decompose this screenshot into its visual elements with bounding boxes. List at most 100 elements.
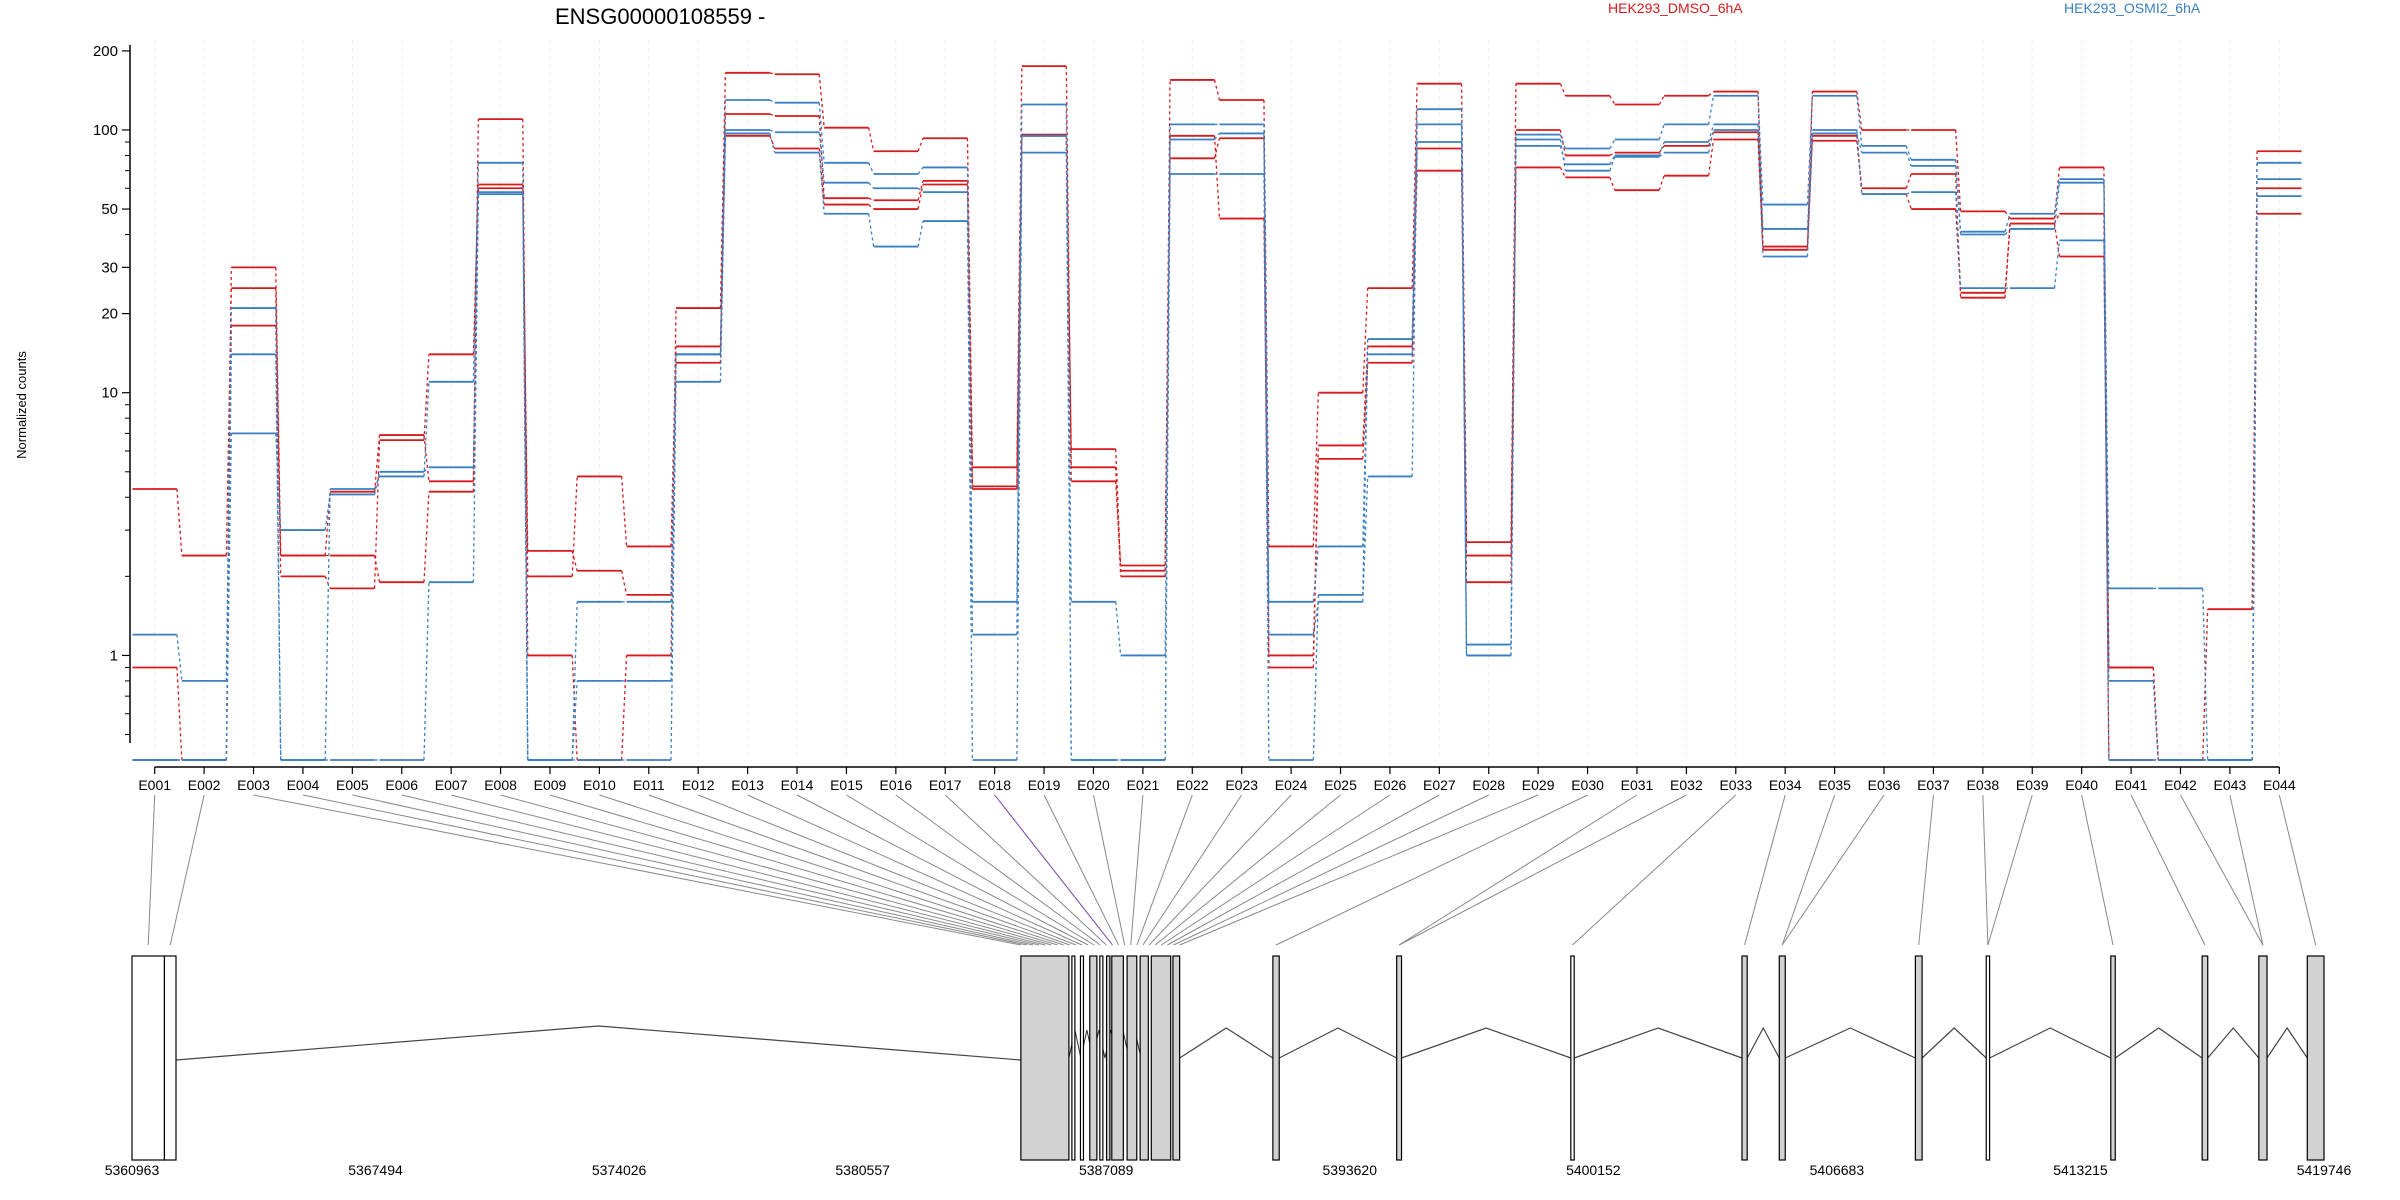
y-tick-label: 50 [101,201,118,218]
exon-connector [1161,794,1391,946]
series-transition [176,634,183,681]
series-transition [1115,601,1122,656]
series-transition [769,113,776,117]
series-transition [1905,152,1912,167]
series-transition [423,582,430,761]
series-transition [1411,83,1418,289]
exon-connector [698,794,1077,946]
exon-tick-label: E034 [1769,777,1802,793]
intron-line [1989,1027,2112,1059]
series-transition [2152,680,2159,761]
series-transition [1905,145,1912,161]
genomic-coordinate-axis: 5360963 5367494 5374026 5380557 5387089 53936… [105,1162,2352,1178]
exon-box [1985,955,1991,1161]
series-transition [1707,95,1715,125]
series-transition [868,182,875,189]
exon-tick-label: E015 [830,777,863,793]
exon-connector [1092,794,1126,946]
series-transition [1559,139,1566,171]
series-transition [522,192,529,761]
series-transition [1609,156,1616,171]
series-transition [423,466,430,473]
series-transition [225,308,232,681]
vertical-gridlines [154,40,2280,760]
series-transition [2103,240,2110,761]
exon-tick-label: E022 [1176,777,1209,793]
series-transition [868,204,875,210]
series-transition [176,488,183,556]
series-transition [818,102,825,163]
exon-connector [994,794,1113,946]
exon-tick-label: E013 [731,777,764,793]
series-transition [1312,546,1319,602]
exon-tick-label: E026 [1374,777,1407,793]
series-transition [868,127,875,152]
series-transition [868,162,875,175]
exon-box [163,955,177,1161]
exon-connector [648,794,1070,946]
series-transition [571,655,578,761]
series-transition [1757,91,1764,250]
exon-connector [1136,794,1193,946]
exon-box [2201,955,2209,1161]
exon-tick-label: E019 [1028,777,1061,793]
series-transition [1362,339,1369,547]
series-transition [966,192,974,602]
series-transition [818,74,825,128]
y-tick-label: 200 [93,43,118,60]
series-transition [818,115,825,199]
series-transition [917,167,924,175]
intron-line [1401,1027,1572,1059]
exon-tick-label: E038 [1966,777,1999,793]
exon-box [1105,955,1111,1161]
exon-connector [451,794,1046,946]
series-transition [1214,133,1220,140]
series-transition [1658,175,1665,191]
y-tick-label: 30 [101,259,118,276]
exon-connector [1398,794,1687,946]
series-transition [917,220,924,247]
exon-connector [1987,794,2033,946]
exon-tick-label: E036 [1868,777,1901,793]
series-transition [1411,141,1418,355]
series-transition [423,354,430,441]
series-transition [2004,223,2011,298]
series-transition [275,433,282,531]
exon-box [1071,955,1076,1161]
series-transition [1213,79,1221,101]
series-transition [324,576,331,589]
series-transition [1806,91,1814,250]
series-transition [1658,95,1665,105]
series-transition [1164,173,1171,761]
exon-tick-label: E037 [1917,777,1950,793]
series-transition [1411,124,1418,477]
exon-tick-label: E044 [2263,777,2296,793]
coordinate-tick-label: 5406683 [1810,1162,1865,1178]
series-transition [1856,95,1863,146]
series-transition [1658,141,1665,156]
chart-title: ENSG00000108559 - [555,4,765,29]
exon-connector [2278,794,2317,946]
series-transition [2202,609,2209,761]
exon-box [1150,955,1172,1161]
series-transition [1658,124,1665,140]
series-transition [1362,346,1369,446]
intron-line [1573,1027,1743,1059]
exon-box [131,955,166,1161]
series-transition [1164,139,1171,656]
series-transition [1460,141,1468,656]
coordinate-tick-label: 5393620 [1323,1162,1378,1178]
series-transition [1806,95,1814,205]
series-transition [1905,193,1912,210]
series-transition [324,491,331,556]
exon-box [1139,955,1149,1161]
exon-connector [1043,794,1120,946]
exon-connector [599,794,1064,946]
series-transition [868,213,875,247]
exon-tick-label: E031 [1621,777,1654,793]
series-transition [917,138,924,152]
series-transition [1856,129,1863,195]
intron-line [1278,1027,1397,1059]
exon-connector [747,794,1083,946]
